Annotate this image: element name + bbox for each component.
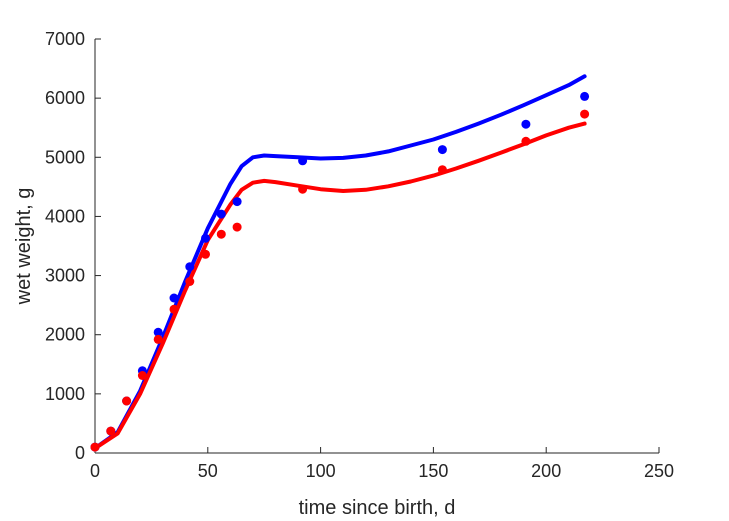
blue-data-point [298, 156, 308, 166]
x-tick-label: 0 [90, 461, 100, 481]
y-tick-label: 2000 [45, 325, 85, 345]
series-points [90, 91, 590, 452]
blue-data-point [521, 119, 531, 129]
red-data-point [201, 249, 210, 259]
y-tick-label: 6000 [45, 88, 85, 108]
blue-data-point [201, 233, 210, 243]
red-data-point [137, 371, 147, 380]
x-tick-label: 150 [418, 461, 448, 481]
red-data-point [90, 442, 100, 452]
x-axis-label: time since birth, d [299, 497, 456, 519]
red-fit-curve [93, 121, 587, 451]
y-tick-label: 7000 [45, 29, 85, 49]
y-tick-label: 5000 [45, 147, 85, 167]
series-lines [93, 74, 587, 451]
red-data-point [106, 426, 116, 436]
axes: 0 50 100 150 200 250 0 1000 2000 3000 4000 5000 6000… [45, 29, 674, 481]
blue-fit-curve [93, 74, 587, 451]
x-tick-label: 100 [306, 461, 336, 481]
x-tick-label: 200 [531, 461, 561, 481]
y-tick-label: 1000 [45, 384, 85, 404]
blue-data-point [185, 262, 195, 272]
blue-data-point [216, 209, 226, 219]
y-tick-label: 3000 [45, 266, 85, 286]
red-data-point [122, 396, 132, 406]
red-data-point [521, 136, 531, 146]
red-data-point [153, 334, 163, 344]
y-tick-label: 0 [75, 443, 85, 463]
red-data-point [580, 109, 590, 119]
blue-data-point [437, 145, 447, 155]
blue-data-point [153, 327, 163, 337]
red-data-point [185, 277, 195, 286]
x-tick-label: 50 [198, 461, 218, 481]
red-data-point [216, 229, 226, 239]
red-data-point [437, 165, 447, 175]
blue-data-point [580, 91, 590, 101]
blue-data-point [169, 293, 179, 303]
red-data-point [298, 184, 308, 194]
red-data-point [232, 222, 242, 232]
y-tick-label: 4000 [45, 206, 85, 226]
red-data-point [169, 304, 179, 314]
x-tick-label: 250 [644, 461, 674, 481]
y-axis-label: wet weight, g [13, 188, 35, 306]
blue-data-point [232, 197, 242, 207]
